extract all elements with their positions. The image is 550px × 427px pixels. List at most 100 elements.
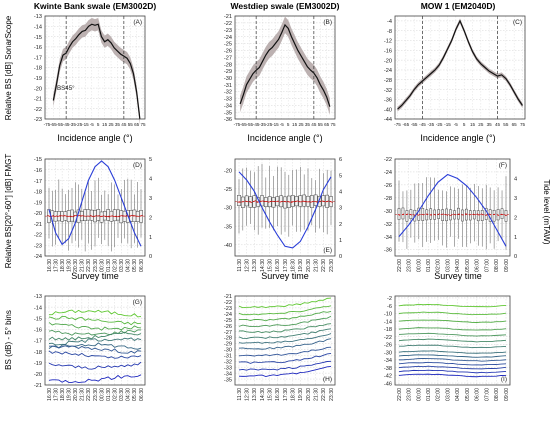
panel-I-y-tick-label: -42 xyxy=(384,374,392,380)
panel-H-y-tick-label: -25 xyxy=(224,318,232,324)
panel-I-x-tick-label: 00:00 xyxy=(416,388,422,401)
panel-E-box xyxy=(298,195,303,207)
panel-I-series-line xyxy=(398,373,507,378)
panel-E-box xyxy=(241,196,245,208)
panel-A-frame xyxy=(44,15,146,120)
panel-D-x-tick-label: 21:30 xyxy=(80,259,86,272)
panel-E-x-tick-label: 11:30 xyxy=(237,259,243,272)
panel-F-box xyxy=(401,207,405,220)
panel-I-frame xyxy=(394,295,511,386)
panel-B-y-tick-label: -27 xyxy=(224,55,232,61)
panel-D-box xyxy=(106,209,110,221)
x-label-a: Incidence angle (°) xyxy=(57,133,132,143)
panel-F-y2-tick-label: 3 xyxy=(514,196,517,202)
panel-C-x-tick-label: -75 xyxy=(394,122,401,127)
panel-C-x-tick-label: -25 xyxy=(436,122,443,127)
panel-E-y2-tick-label: 3 xyxy=(339,206,342,212)
panel-E-y2-tick-label: 0 xyxy=(339,254,342,260)
panel-I-series-line xyxy=(398,365,507,370)
panel-G-y-tick-label: -16 xyxy=(34,328,42,334)
panel-H-x-tick-label: 19:30 xyxy=(298,388,304,401)
panel-C-y-tick-label: -8 xyxy=(387,29,392,35)
panel-H-series-line xyxy=(238,360,332,371)
panel-C-y-tick-label: -40 xyxy=(384,107,392,113)
panel-E-x-tick-label: 20:30 xyxy=(306,259,312,272)
panel-I-x-tick-label: 07:00 xyxy=(484,388,490,401)
panel-C-spread-band xyxy=(397,18,523,112)
panel-D-x-tick-label: 06:30 xyxy=(139,259,145,272)
panel-H-series-line xyxy=(238,352,332,364)
panel-B-frame xyxy=(234,15,336,120)
panel-C-x-tick-label: 45 xyxy=(495,122,501,127)
panel-H-y-tick-label: -32 xyxy=(224,359,232,365)
panel-E-box xyxy=(313,194,318,206)
panel-F-y-tick-label: -24 xyxy=(384,170,392,176)
panel-F-y-tick-label: -32 xyxy=(384,222,392,228)
panel-H-y-tick-label: -30 xyxy=(224,348,232,354)
panel-B-y-tick-label: -23 xyxy=(224,28,232,34)
panel-D-x-tick-label: 05:30 xyxy=(132,259,138,272)
panel-B-spread-band xyxy=(240,16,330,115)
panel-I-series-line xyxy=(398,361,507,366)
panel-D-y-tick-label: -15 xyxy=(34,157,42,163)
panel-C-y-tick-label: -24 xyxy=(384,68,392,74)
panel-E-box xyxy=(321,195,326,207)
panel-E-median-mark xyxy=(290,201,295,203)
panel-H-series-line xyxy=(238,323,332,334)
panel-A-y-tick-label: -14 xyxy=(34,25,42,31)
panel-H-y-tick-label: -21 xyxy=(224,294,232,300)
panel-D-median-mark xyxy=(109,215,114,217)
panel-A-annotation: BS45° xyxy=(57,85,75,92)
panel-B-y-tick-label: -22 xyxy=(224,21,232,27)
panel-D-x-tick-label: 16:30 xyxy=(47,259,53,272)
panel-B-x-tick-label: -45 xyxy=(253,122,260,127)
panel-F-x-tick-label: 03:00 xyxy=(445,259,451,272)
panel-G-x-tick-label: 19:30 xyxy=(67,388,73,401)
panel-F-median-mark xyxy=(473,213,476,216)
panel-C-x-tick-label: 35 xyxy=(487,122,493,127)
panel-C-x-tick-label: -45 xyxy=(419,122,426,127)
panel-D-y-tick-label: -16 xyxy=(34,168,42,174)
x-label-d: Survey time xyxy=(71,271,119,281)
panel-I-y-tick-label: -46 xyxy=(384,381,392,387)
panel-D-group: -24 -23 -22 -21 -20 -19 -18 -17 -16 -15 0 1 2 3 4 5 16:3… xyxy=(34,157,152,272)
panel-E-box xyxy=(290,194,295,207)
panel-F-box xyxy=(476,210,480,222)
panel-C-y-tick-label: -44 xyxy=(384,117,392,123)
panel-G-series-line xyxy=(48,309,142,318)
panel-F-box xyxy=(441,209,444,221)
panel-D-x-tick-label: 17:30 xyxy=(53,259,59,272)
panel-D-y-tick-label: -23 xyxy=(34,243,42,249)
x-label-f: Survey time xyxy=(434,271,482,281)
panel-I-x-tick-label: 09:00 xyxy=(504,388,510,401)
x-label-c: Incidence angle (°) xyxy=(420,133,495,143)
panel-F-y-tick-label: -30 xyxy=(384,209,392,215)
panel-F-box xyxy=(461,209,464,222)
panel-D-box xyxy=(86,209,91,221)
panel-G-x-tick-label: 06:30 xyxy=(139,388,145,401)
panel-H-x-tick-label: 23:30 xyxy=(329,388,335,401)
panel-H-y-tick-label: -26 xyxy=(224,324,232,330)
panel-D-x-tick-label: 22:30 xyxy=(86,259,92,272)
panel-D-y2-tick-label: 5 xyxy=(149,157,152,163)
panel-F-y-tick-label: -26 xyxy=(384,183,392,189)
panel-F-y-tick-label: -34 xyxy=(384,235,392,241)
panel-D-x-tick-label: 02:30 xyxy=(113,259,119,272)
panel-E-y2-tick-label: 6 xyxy=(339,157,342,163)
panel-G-x-tick-label: 16:30 xyxy=(47,388,53,401)
panel-C-y-tick-label: -16 xyxy=(384,49,392,55)
panel-D-y-tick-label: -24 xyxy=(34,254,42,260)
panel-C-x-tick-label: 25 xyxy=(478,122,484,127)
panel-D-label: (D) xyxy=(133,162,142,169)
panel-A-y-tick-label: -17 xyxy=(34,55,42,61)
panel-A-y-tick-label: -15 xyxy=(34,35,42,41)
panel-G-x-tick-label: 05:30 xyxy=(132,388,138,401)
panel-I-series-line xyxy=(398,354,507,358)
panel-B-x-tick-label: -55 xyxy=(246,122,253,127)
panel-A-mean-line xyxy=(52,23,141,120)
panel-G-x-tick-label: 00:30 xyxy=(99,388,105,401)
panel-D-tide-line xyxy=(48,160,142,247)
panel-G-group: -21 -20 -19 -18 -17 -16 -15 -14 -13 16:30 17:30 18:… xyxy=(34,294,146,401)
panel-G-series-line xyxy=(48,342,142,350)
